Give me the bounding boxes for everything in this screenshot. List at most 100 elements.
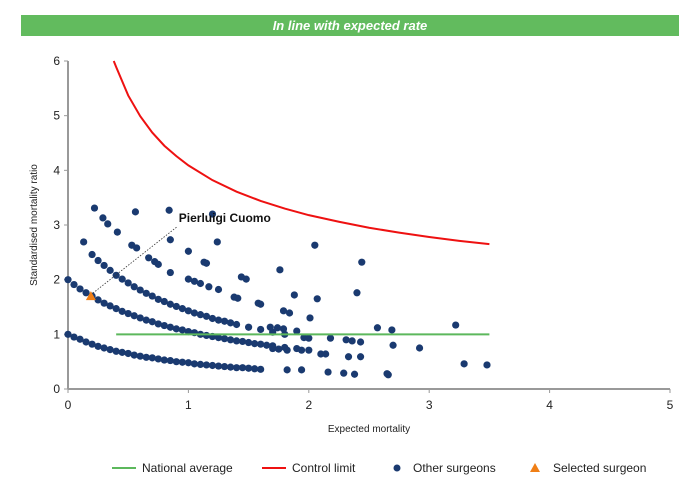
other-surgeon-point [130,351,138,359]
other-surgeon-point [82,338,90,346]
legend-selected-surgeon-swatch [530,463,540,472]
other-surgeon-point [148,354,156,362]
other-surgeon-point [145,254,153,262]
other-surgeon-point [112,305,120,313]
other-surgeon-point [112,347,120,355]
other-surgeon-point [136,352,144,360]
other-surgeon-point [94,256,102,265]
other-surgeon-point [297,346,306,354]
other-surgeon-point [80,238,88,246]
other-surgeon-point [190,360,199,368]
other-surgeon-point [202,312,211,320]
other-surgeon-point [178,358,186,366]
other-surgeon-point [242,275,250,283]
other-surgeon-point [388,326,396,334]
other-surgeon-point [214,316,223,324]
other-surgeon-point [324,368,332,376]
other-surgeon-point [220,317,229,325]
other-surgeon-point [118,307,126,315]
other-surgeon-point [130,283,138,291]
other-surgeon-point [234,294,242,302]
other-surgeon-point [131,208,140,216]
other-surgeon-point [172,325,180,333]
x-tick-label: 4 [546,398,553,412]
other-surgeon-point [342,336,350,344]
other-surgeon-point [226,336,235,344]
legend-control-limit: Control limit [292,461,356,475]
other-surgeon-point [208,210,217,218]
other-surgeon-point [166,356,174,365]
other-surgeon-point [238,337,247,346]
x-tick-label: 5 [667,398,674,412]
other-surgeon-point [166,323,174,331]
y-tick-label: 6 [53,54,60,68]
other-surgeon-point [172,302,180,311]
other-surgeon-point [184,359,192,367]
other-surgeon-point [196,311,205,319]
other-surgeon-point [184,247,192,255]
other-surgeon-point [311,241,319,249]
other-surgeon-point [245,364,253,372]
other-surgeon-point [106,302,114,310]
other-surgeon-point [266,323,274,331]
other-surgeon-point [269,344,277,353]
other-surgeon-point [154,260,162,268]
other-surgeon-point [160,356,168,364]
other-surgeon-point [415,344,424,352]
selected-surgeon-marker [85,291,96,301]
other-surgeon-point [350,370,359,378]
other-surgeon-point [142,353,150,361]
other-surgeon-point [196,360,205,368]
other-surgeon-point [356,353,365,361]
other-surgeon-point [124,309,132,318]
y-tick-label: 5 [53,109,60,123]
other-surgeon-point [290,291,298,299]
y-tick-label: 2 [53,273,60,287]
y-tick-label: 3 [53,218,60,232]
other-surgeon-point [100,261,108,270]
other-surgeon-point [112,271,120,279]
other-surgeon-point [160,321,168,330]
other-surgeon-point [136,286,144,294]
other-surgeon-point [305,334,313,342]
other-surgeon-point [196,279,205,288]
other-surgeon-point [251,365,259,373]
other-surgeon-point [166,236,174,244]
other-surgeon-point [202,259,211,267]
other-surgeon-point [245,338,253,347]
other-surgeon-point [306,314,314,322]
other-surgeon-point [283,366,291,374]
other-surgeon-point [285,309,294,317]
x-tick-label: 1 [185,398,192,412]
other-surgeon-point [313,295,321,303]
other-surgeon-point [154,355,162,363]
other-surgeon-point [172,358,180,366]
other-surgeon-point [293,327,301,335]
x-tick-label: 2 [305,398,312,412]
other-surgeon-point [460,360,468,368]
other-surgeon-point [136,314,144,322]
other-surgeon-point [276,266,284,274]
other-surgeon-point [76,285,84,293]
other-surgeon-point [483,361,491,369]
other-surgeon-point [220,362,229,371]
other-surgeon-point [263,341,271,349]
other-surgeon-point [208,314,217,323]
other-surgeon-point [220,335,229,343]
other-surgeon-point [154,320,162,328]
other-surgeon-point [283,346,291,354]
other-surgeon-point [76,335,84,343]
other-surgeon-point [305,346,313,354]
other-surgeon-point [178,326,186,334]
other-surgeon-point [64,276,72,284]
y-tick-label: 1 [53,327,60,341]
other-surgeon-point [99,214,107,222]
other-surgeon-point [344,353,353,361]
other-surgeon-point [190,277,199,285]
legend-other-surgeons: Other surgeons [413,461,496,475]
legend-selected-surgeon: Selected surgeon [553,461,646,475]
legend: National average Control limit Other sur… [112,461,646,475]
other-surgeon-point [202,331,211,340]
other-surgeon-point [184,307,192,315]
other-surgeon-point [88,250,96,259]
